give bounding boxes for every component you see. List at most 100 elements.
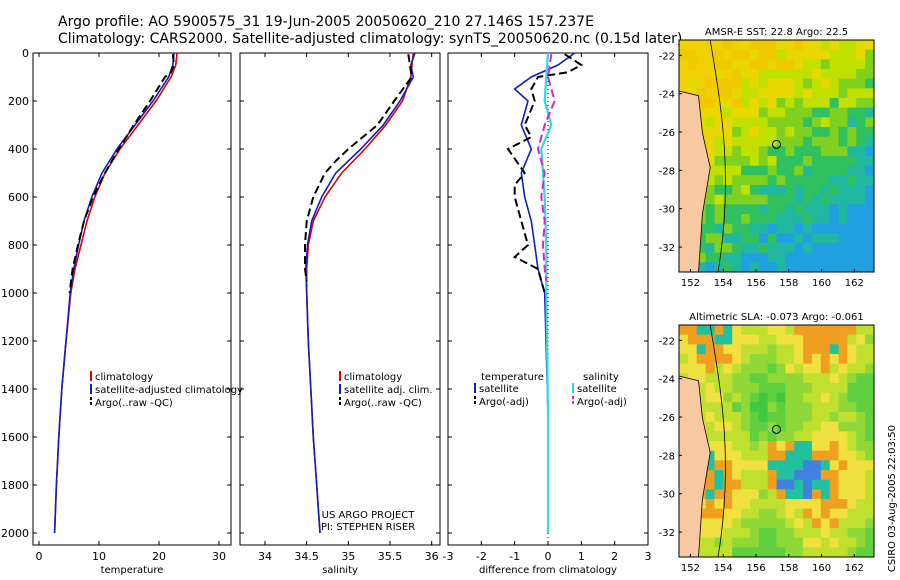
xtick-label: -1	[509, 550, 520, 563]
map-cell	[847, 136, 857, 147]
map-cell	[679, 363, 689, 374]
map-cell	[758, 489, 769, 500]
series-line	[304, 54, 413, 282]
map-cell	[838, 175, 848, 186]
map-cell	[723, 392, 733, 403]
map-cell	[794, 262, 804, 273]
map-cell	[679, 59, 689, 70]
map-cell	[794, 223, 804, 234]
map-cell	[794, 450, 804, 461]
map-cell	[785, 165, 795, 176]
xtick-label: 1	[578, 550, 585, 563]
map-cell	[758, 421, 769, 432]
legend-diff-label: satellite	[479, 384, 519, 395]
map-cell	[865, 470, 875, 481]
map-cell	[732, 78, 742, 89]
map-cell	[803, 460, 813, 471]
map-cell	[696, 59, 707, 70]
map-cell	[794, 175, 804, 186]
map-cell	[741, 325, 751, 336]
xtick-label: 0	[36, 550, 43, 563]
map-cell	[820, 441, 831, 452]
map-cell	[749, 518, 760, 529]
map-cell	[732, 344, 742, 355]
xtick-label: 3	[645, 550, 652, 563]
map-cell	[687, 88, 698, 99]
map-cell	[732, 421, 742, 432]
map-cell	[705, 489, 715, 500]
map-cell	[838, 354, 848, 365]
map-cell	[838, 136, 848, 147]
map-cell	[723, 262, 733, 273]
map-cell	[758, 69, 769, 80]
map-cell	[838, 69, 848, 80]
map-cell	[767, 49, 777, 60]
map-cell	[829, 537, 840, 548]
map-cell	[705, 412, 715, 423]
map-cell	[723, 537, 733, 548]
map-cell	[803, 117, 813, 128]
map-cell	[803, 518, 813, 529]
map-cell	[732, 431, 742, 442]
map-cell	[749, 59, 760, 70]
map-cell	[856, 518, 866, 529]
x-axis-label: difference from climatology	[479, 565, 617, 576]
map-cell	[776, 383, 786, 394]
map-cell	[723, 49, 733, 60]
map-cell	[811, 489, 822, 500]
map-cell	[749, 392, 760, 403]
map-cell	[811, 528, 822, 539]
xtick-label: 10	[92, 550, 106, 563]
map-cell	[829, 233, 840, 244]
map-cell	[829, 373, 840, 384]
map-cell	[794, 49, 804, 60]
map-cell	[820, 479, 831, 490]
map-cell	[820, 156, 831, 167]
map-cell	[723, 460, 733, 471]
map-cell	[687, 78, 698, 89]
map-cell	[829, 175, 840, 186]
map-cell	[776, 402, 786, 413]
map-cell	[838, 392, 848, 403]
map-cell	[732, 49, 742, 60]
map-cell	[741, 383, 751, 394]
map-cell	[749, 402, 760, 413]
map-cell	[776, 499, 786, 510]
map-cell	[838, 373, 848, 384]
map-cell	[794, 146, 804, 157]
map-cell	[687, 49, 698, 60]
map-cell	[865, 412, 875, 423]
map-cell	[696, 88, 707, 99]
map-cell	[829, 252, 840, 263]
map-cell	[856, 479, 866, 490]
map-cell	[776, 194, 786, 205]
map-cell	[723, 127, 733, 138]
map-cell	[794, 185, 804, 196]
map-cell	[865, 479, 875, 490]
map-cell	[803, 334, 813, 345]
legend-temperature-label: Argo(..raw -QC)	[95, 398, 173, 409]
map-cell	[749, 383, 760, 394]
map-cell	[820, 136, 831, 147]
map-cell	[705, 344, 715, 355]
map-cell	[865, 185, 875, 196]
map-0	[678, 39, 875, 273]
map-cell	[696, 78, 707, 89]
map-cell	[838, 499, 848, 510]
map-cell	[811, 40, 822, 51]
map-cell	[803, 49, 813, 60]
ytick-label: 600	[8, 191, 29, 204]
map-cell	[705, 252, 715, 263]
map-cell	[820, 460, 831, 471]
series-line	[53, 52, 175, 534]
map-cell	[723, 518, 733, 529]
map-cell	[865, 441, 875, 452]
map-cell	[723, 373, 733, 384]
map-cell	[687, 344, 698, 355]
map-cell	[758, 470, 769, 481]
map-cell	[758, 88, 769, 99]
map-cell	[856, 156, 866, 167]
map-cell	[714, 518, 724, 529]
map-cell	[847, 88, 857, 99]
map-cell	[856, 499, 866, 510]
